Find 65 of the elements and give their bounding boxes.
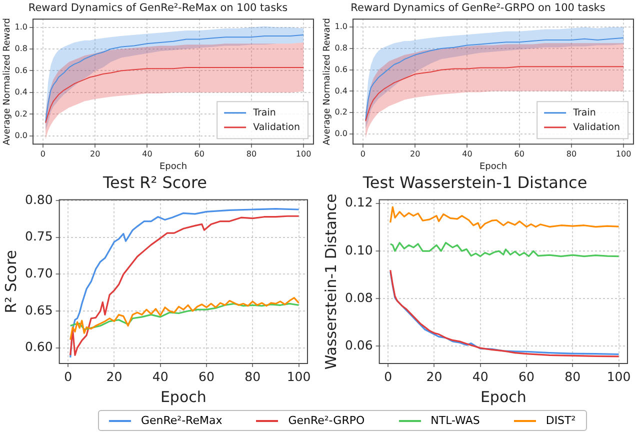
chart-title: Reward Dynamics of GenRe²-GRPO on 100 tasks (350, 2, 606, 14)
y-tick-label: 1.0 (14, 22, 28, 32)
x-tick-label: 100 (296, 149, 312, 158)
legend-label: GenRe²-GRPO (288, 414, 365, 427)
y-tick-label: 0.2 (14, 109, 28, 118)
x-tick-label: 40 (142, 149, 152, 158)
x-tick-label: 80 (566, 149, 577, 158)
x-tick-label: 100 (606, 368, 631, 384)
chart-title: Test Wasserstein-1 Distance (362, 172, 588, 192)
y-tick-label: 0.8 (334, 44, 348, 53)
x-tick-label: 20 (106, 368, 122, 384)
x-tick-label: 40 (472, 368, 488, 384)
chart-title: Reward Dynamics of GenRe²-ReMax on 100 tasks (28, 2, 288, 14)
legend-label: Validation (253, 122, 300, 133)
x-tick-label: 40 (152, 368, 168, 384)
y-tick-label: 0.0 (334, 129, 348, 138)
x-axis-title: Epoch (480, 388, 526, 406)
legend-label: NTL-WAS (430, 414, 480, 427)
x-tick-label: 0 (360, 149, 366, 158)
y-axis-title: Average Normalized Reward (2, 18, 13, 146)
x-tick-label: 100 (616, 149, 632, 158)
y-tick-label: 0.65 (24, 302, 53, 318)
y-tick-label: 0.6 (14, 66, 28, 75)
x-tick-label: 100 (286, 368, 311, 384)
y-tick-label: 0.8 (14, 44, 28, 54)
legend-label: Train (252, 107, 276, 118)
x-tick-label: 80 (244, 368, 261, 384)
y-tick-label: 0.4 (14, 88, 28, 97)
y-tick-label: 1.0 (334, 22, 348, 32)
y-tick-label: 0.75 (24, 228, 53, 244)
legend-label: GenRe²-ReMax (141, 414, 222, 427)
y-tick-label: 0.2 (334, 108, 348, 117)
x-tick-label: 0 (384, 368, 392, 384)
y-axis-title: Average Normalized Reward (322, 18, 333, 146)
legend-label: Validation (573, 122, 620, 133)
y-tick-label: 0.80 (24, 192, 53, 207)
y-tick-label: 0.08 (344, 290, 373, 305)
x-tick-label: 80 (564, 368, 581, 384)
x-tick-label: 0 (40, 149, 46, 158)
y-tick-label: 0.4 (334, 86, 348, 96)
y-axis-title: R² Score (2, 250, 20, 314)
x-tick-label: 60 (198, 368, 214, 384)
y-tick-label: 0.10 (344, 242, 373, 258)
legend-label: DIST² (546, 414, 576, 427)
x-tick-label: 0 (64, 368, 72, 384)
y-tick-label: 0.12 (344, 194, 373, 210)
x-tick-label: 20 (410, 149, 420, 158)
x-tick-label: 60 (194, 149, 204, 158)
y-tick-label: 0.6 (334, 64, 348, 74)
y-tick-label: 0.0 (14, 130, 28, 140)
x-axis-title: Epoch (479, 162, 508, 172)
legend-label: Train (572, 107, 596, 118)
x-tick-label: 60 (514, 149, 524, 158)
x-tick-label: 40 (462, 149, 472, 158)
x-tick-label: 20 (90, 149, 100, 158)
y-axis-title: Wasserstein-1 Distance (322, 194, 340, 370)
y-tick-label: 0.70 (24, 265, 53, 280)
x-tick-label: 20 (426, 368, 442, 384)
x-tick-label: 80 (246, 149, 257, 158)
x-axis-title: Epoch (159, 162, 188, 172)
chart-title: Test R² Score (102, 172, 208, 192)
x-tick-label: 60 (518, 368, 534, 384)
y-tick-label: 0.06 (344, 337, 373, 352)
y-tick-label: 0.60 (24, 339, 53, 354)
x-axis-title: Epoch (160, 388, 206, 406)
